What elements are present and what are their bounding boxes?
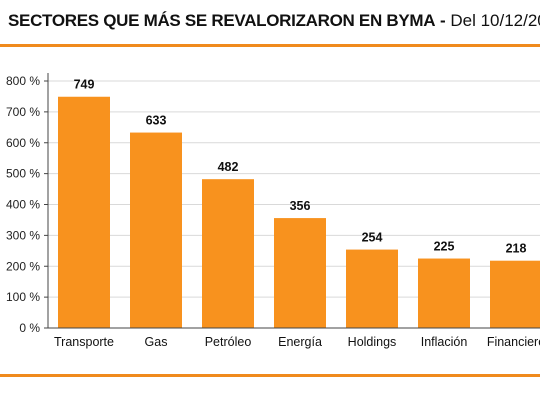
y-tick-label: 700 %: [6, 105, 40, 119]
bar-financiero: [490, 260, 540, 328]
bar-value-label: 254: [362, 231, 383, 245]
y-axis-ticks: 0 % 100 % 200 % 300 % 400 % 500 % 600 % 700 % 80…: [6, 74, 48, 335]
x-category-label: Petróleo: [205, 335, 252, 349]
y-tick-label: 0 %: [19, 321, 40, 335]
bar-gas: [130, 132, 182, 328]
chart-title-main: SECTORES QUE MÁS SE REVALORIZARON EN BYM…: [8, 11, 436, 30]
x-category-label: Inflación: [421, 335, 468, 349]
bottom-divider: [0, 374, 540, 377]
y-tick-label: 600 %: [6, 136, 40, 150]
bars: [58, 96, 540, 328]
bar-value-label: 225: [434, 240, 455, 254]
labels: 749 Transporte 633 Gas 482 Petróleo 356 Energía…: [54, 78, 540, 349]
title-divider: [0, 44, 540, 47]
y-tick-label: 800 %: [6, 74, 40, 88]
y-tick-label: 500 %: [6, 167, 40, 181]
bar-value-label: 749: [74, 78, 95, 92]
chart-title-separator: -: [435, 11, 451, 30]
y-tick-label: 200 %: [6, 259, 40, 273]
axis-lines: [47, 73, 540, 329]
y-tick-label: 100 %: [6, 290, 40, 304]
y-tick-label: 300 %: [6, 228, 40, 242]
x-category-label: Transporte: [54, 335, 114, 349]
bar-value-label: 218: [506, 242, 527, 256]
x-category-label: Financiero: [487, 335, 540, 349]
bar-value-label: 633: [146, 114, 167, 128]
bar-transporte: [58, 96, 110, 328]
chart-title-date-range: Del 10/12/2015: [450, 11, 540, 30]
bar-inflación: [418, 258, 470, 328]
bar-energía: [274, 218, 326, 328]
x-category-label: Holdings: [348, 335, 397, 349]
y-tick-label: 400 %: [6, 198, 40, 212]
bar-petróleo: [202, 179, 254, 328]
x-category-label: Energía: [278, 335, 322, 349]
bar-value-label: 356: [290, 199, 311, 213]
bar-holdings: [346, 249, 398, 328]
bar-value-label: 482: [218, 160, 239, 174]
chart-title: SECTORES QUE MÁS SE REVALORIZARON EN BYM…: [0, 0, 540, 42]
x-category-label: Gas: [145, 335, 168, 349]
